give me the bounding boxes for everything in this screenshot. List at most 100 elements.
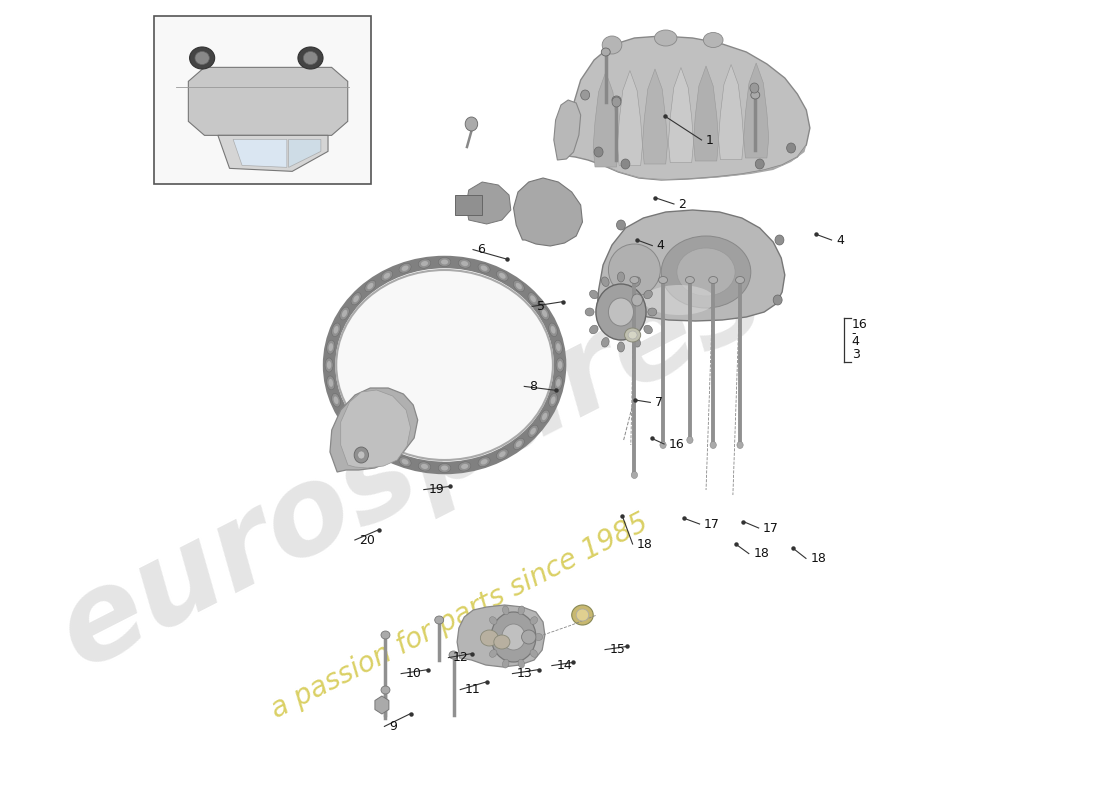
Text: 16: 16 [851,318,868,330]
Polygon shape [642,69,668,164]
Ellipse shape [189,47,214,69]
Ellipse shape [535,634,542,641]
Ellipse shape [654,30,676,46]
Ellipse shape [494,635,510,649]
Ellipse shape [478,263,491,273]
Ellipse shape [327,376,334,390]
Ellipse shape [496,270,508,281]
Ellipse shape [632,277,640,286]
Ellipse shape [590,290,598,298]
Ellipse shape [617,342,625,352]
Ellipse shape [514,281,525,292]
Ellipse shape [298,47,323,69]
Ellipse shape [384,273,390,278]
Ellipse shape [558,361,562,369]
Circle shape [711,442,716,449]
Ellipse shape [736,277,745,283]
Ellipse shape [530,428,536,434]
Ellipse shape [549,394,558,407]
Polygon shape [597,210,784,321]
Polygon shape [563,36,810,180]
Ellipse shape [530,295,536,302]
Circle shape [465,117,477,131]
Ellipse shape [503,606,509,614]
Ellipse shape [625,328,640,342]
Ellipse shape [518,606,525,614]
Ellipse shape [384,451,390,457]
Text: 13: 13 [517,667,532,680]
Ellipse shape [481,459,487,465]
Polygon shape [669,67,693,162]
Text: 10: 10 [406,667,421,680]
Text: 5: 5 [537,300,544,313]
Ellipse shape [461,464,469,469]
Ellipse shape [703,33,723,47]
Ellipse shape [556,379,561,387]
Ellipse shape [441,259,448,265]
Circle shape [354,447,368,463]
Ellipse shape [528,425,538,438]
Ellipse shape [496,449,508,459]
Ellipse shape [340,410,349,423]
Bar [154,16,371,184]
Circle shape [631,294,642,306]
Polygon shape [718,65,744,159]
Ellipse shape [576,609,588,621]
Polygon shape [218,135,328,171]
Polygon shape [466,182,510,224]
Ellipse shape [540,307,549,320]
Ellipse shape [421,261,428,266]
Ellipse shape [402,266,408,271]
Ellipse shape [542,310,547,317]
Circle shape [581,90,590,100]
Ellipse shape [557,358,564,372]
Ellipse shape [556,343,561,351]
Ellipse shape [418,259,431,268]
Text: 9: 9 [389,720,397,733]
Text: 16: 16 [669,438,684,450]
Ellipse shape [708,277,717,283]
Ellipse shape [628,331,637,339]
Polygon shape [458,605,544,667]
Ellipse shape [329,379,333,387]
Polygon shape [744,63,769,158]
Text: 1: 1 [706,134,714,146]
Circle shape [491,612,536,662]
Text: 4: 4 [657,239,664,252]
Ellipse shape [351,425,361,438]
Ellipse shape [381,449,393,459]
Polygon shape [188,67,348,135]
Text: 17: 17 [763,522,779,534]
Ellipse shape [554,340,562,354]
Ellipse shape [399,263,411,273]
Ellipse shape [644,326,652,334]
Polygon shape [375,696,389,714]
Circle shape [621,159,630,169]
Text: 19: 19 [428,483,444,496]
Circle shape [773,295,782,305]
Polygon shape [553,100,581,160]
Polygon shape [617,70,642,166]
Ellipse shape [381,686,390,694]
Ellipse shape [367,441,373,447]
Ellipse shape [590,326,598,334]
Ellipse shape [751,91,760,99]
Ellipse shape [503,659,509,668]
Ellipse shape [434,616,443,624]
Ellipse shape [602,48,610,56]
Ellipse shape [449,651,458,659]
Ellipse shape [602,36,621,54]
Polygon shape [330,388,418,472]
Text: 6: 6 [477,243,485,256]
Text: 14: 14 [557,659,572,672]
Ellipse shape [367,283,373,290]
Circle shape [631,471,638,478]
Ellipse shape [441,466,448,470]
Ellipse shape [342,310,348,317]
Text: 18: 18 [637,538,653,550]
Text: eurospares: eurospares [40,237,781,691]
Ellipse shape [602,338,609,347]
Ellipse shape [327,361,331,369]
Ellipse shape [644,290,652,298]
Ellipse shape [514,438,525,450]
